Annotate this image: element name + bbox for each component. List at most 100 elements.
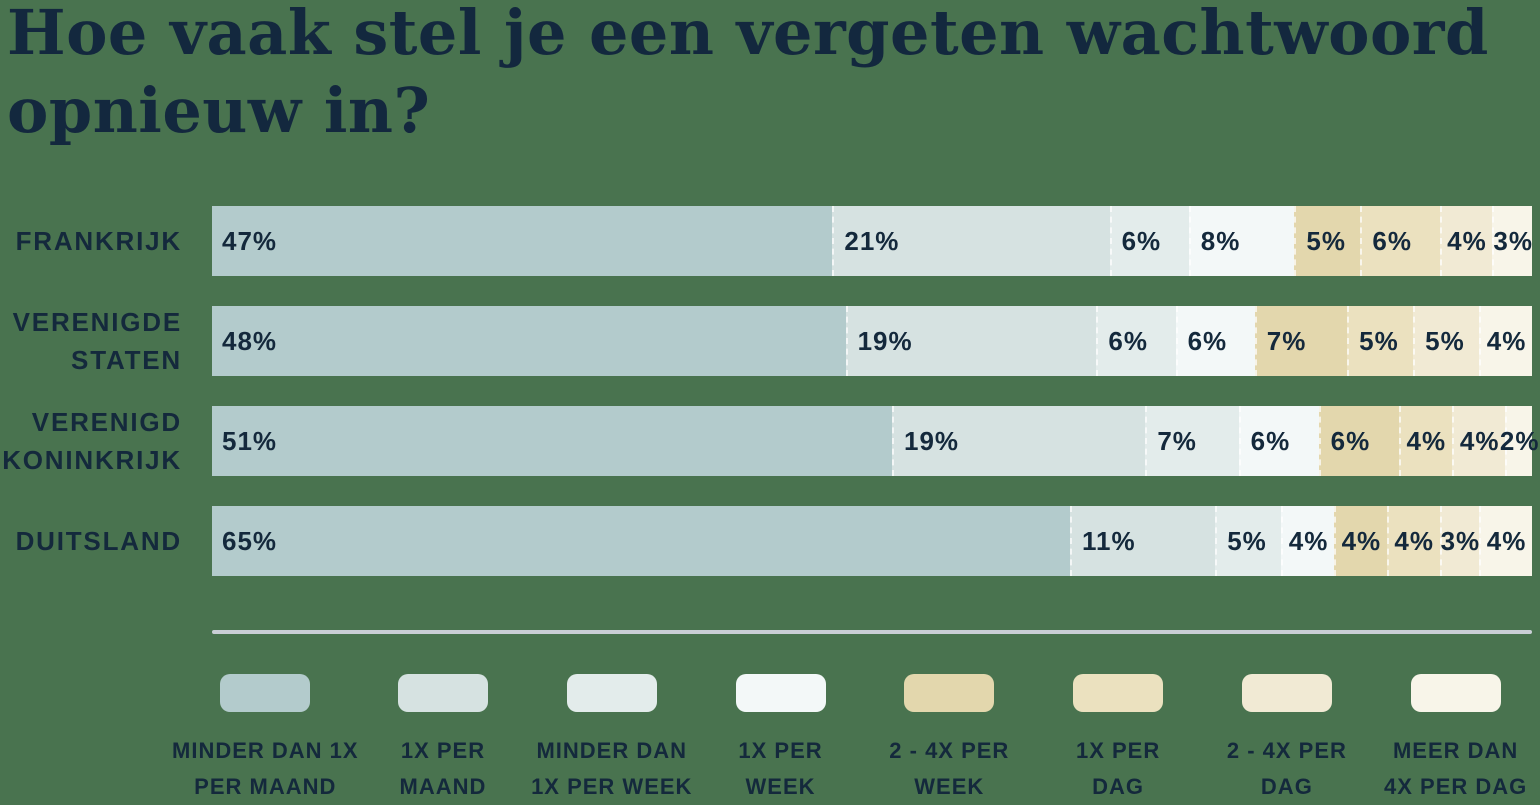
legend-swatch: [566, 674, 657, 712]
segment-value-label: 6%: [1121, 225, 1162, 256]
bar-segment-1x-per-maand: 19%: [845, 306, 1097, 376]
legend-item-minder-dan-1x-per-maand: MINDER DAN 1X PER MAAND: [172, 674, 359, 805]
legend-item-minder-dan-1x-per-week: MINDER DAN 1X PER WEEK: [527, 674, 696, 805]
bar-segment-meer-dan-4x-per-dag: 4%: [1479, 506, 1532, 576]
bar-segment-minder-dan-1x-per-week: 5%: [1215, 506, 1282, 576]
chart-row-verenigde-staten: VERENIGDE STATEN 48% 19% 6% 6% 7% 5% 5% 4%: [0, 306, 1540, 376]
stacked-bar-chart: FRANKRIJK 47% 21% 6% 8% 5% 6% 4% 3% VERENIGDE STAT…: [0, 206, 1540, 606]
legend-label: 1X PER MAAND: [399, 738, 487, 799]
bar-segment-1x-per-dag: 4%: [1386, 506, 1440, 576]
bar-segment-minder-dan-1x-per-maand: 65%: [212, 506, 1070, 576]
divider-line: [212, 630, 1532, 634]
page-title-line-2: opnieuw in?: [7, 74, 431, 147]
segment-value-label: 6%: [1187, 325, 1228, 356]
bar-segment-meer-dan-4x-per-dag: 2%: [1500, 406, 1538, 476]
legend: MINDER DAN 1X PER MAAND 1X PER MAAND MINDER …: [172, 674, 1540, 805]
bar-segment-2-4x-per-week: 5%: [1294, 206, 1361, 276]
chart-row-duitsland: DUITSLAND 65% 11% 5% 4% 4% 4% 3% 4%: [0, 506, 1540, 576]
bar-segment-minder-dan-1x-per-week: 6%: [1109, 206, 1189, 276]
row-label: FRANKRIJK: [15, 226, 182, 256]
legend-label: MINDER DAN 1X PER WEEK: [531, 738, 693, 799]
bar-segment-2-4x-per-week: 4%: [1333, 506, 1387, 576]
bar-segment-1x-per-week: 6%: [1238, 406, 1319, 476]
bar-segment-2-4x-per-dag: 4%: [1451, 406, 1506, 476]
legend-label: 1X PER DAG: [1075, 738, 1161, 799]
segment-value-label: 4%: [1486, 525, 1527, 556]
segment-value-label: 5%: [1425, 325, 1465, 356]
legend-label: 2 - 4X PER WEEK: [889, 738, 1010, 799]
segment-value-label: 47%: [222, 225, 278, 256]
legend-label: MINDER DAN 1X PER MAAND: [172, 738, 359, 799]
legend-item-1x-per-maand: 1X PER MAAND: [359, 674, 528, 805]
legend-label: 1X PER WEEK: [738, 738, 823, 799]
legend-item-2-4x-per-dag: 2 - 4X PER DAG: [1202, 674, 1371, 805]
legend-label: MEER DAN 4X PER DAG: [1384, 738, 1528, 799]
segment-value-label: 51%: [222, 425, 278, 456]
bar-segment-1x-per-week: 4%: [1281, 506, 1334, 576]
bar-segment-1x-per-dag: 5%: [1347, 306, 1414, 376]
segment-value-label: 4%: [1341, 525, 1382, 556]
segment-value-label: 11%: [1082, 525, 1136, 556]
legend-item-2-4x-per-week: 2 - 4X PER WEEK: [865, 674, 1034, 805]
bar-segment-2-4x-per-dag: 4%: [1439, 206, 1493, 276]
segment-value-label: 8%: [1200, 225, 1241, 256]
legend-item-1x-per-dag: 1X PER DAG: [1034, 674, 1203, 805]
row-label: DUITSLAND: [15, 526, 182, 556]
legend-item-meer-dan-4x-per-dag: MEER DAN 4X PER DAG: [1371, 674, 1540, 805]
chart-row-frankrijk: FRANKRIJK 47% 21% 6% 8% 5% 6% 4% 3%: [0, 206, 1540, 276]
row-label: VERENIGDE STATEN: [12, 307, 182, 375]
bar-segment-minder-dan-1x-per-maand: 47%: [212, 206, 833, 276]
legend-label: 2 - 4X PER DAG: [1226, 738, 1347, 799]
bar-segment-1x-per-week: 8%: [1188, 206, 1295, 276]
segment-value-label: 4%: [1406, 425, 1447, 456]
segment-value-label: 21%: [844, 225, 900, 256]
segment-value-label: 65%: [222, 525, 278, 556]
bar-segment-1x-per-week: 6%: [1175, 306, 1255, 376]
bar-segment-minder-dan-1x-per-maand: 51%: [212, 406, 892, 476]
segment-value-label: 5%: [1227, 525, 1267, 556]
segment-value-label: 6%: [1330, 425, 1371, 456]
segment-value-label: 4%: [1486, 325, 1527, 356]
segment-value-label: 3%: [1440, 525, 1481, 556]
bar-segment-meer-dan-4x-per-dag: 3%: [1492, 206, 1532, 276]
segment-value-label: 4%: [1459, 425, 1500, 456]
legend-swatch: [1241, 674, 1332, 712]
legend-swatch: [904, 674, 995, 712]
segment-value-label: 4%: [1288, 525, 1329, 556]
bar-verenigd-koninkrijk: 51% 19% 7% 6% 6% 4% 4% 2%: [212, 406, 1538, 476]
bar-segment-1x-per-dag: 6%: [1360, 206, 1440, 276]
bar-segment-meer-dan-4x-per-dag: 4%: [1479, 306, 1532, 376]
chart-row-verenigd-koninkrijk: VERENIGD KONINKRIJK 51% 19% 7% 6% 6% 4% 4% 2%: [0, 406, 1540, 476]
bar-segment-minder-dan-1x-per-maand: 48%: [212, 306, 846, 376]
segment-value-label: 4%: [1394, 525, 1434, 556]
segment-value-label: 6%: [1372, 225, 1412, 256]
segment-value-label: 5%: [1359, 325, 1399, 356]
segment-value-label: 6%: [1108, 325, 1148, 356]
legend-item-1x-per-week: 1X PER WEEK: [696, 674, 865, 805]
bar-segment-2-4x-per-dag: 3%: [1439, 506, 1481, 576]
segment-value-label: 19%: [904, 425, 960, 456]
bar-verenigde-staten: 48% 19% 6% 6% 7% 5% 5% 4%: [212, 306, 1532, 376]
bar-duitsland: 65% 11% 5% 4% 4% 4% 3% 4%: [212, 506, 1532, 576]
segment-value-label: 2%: [1499, 425, 1540, 456]
segment-value-label: 7%: [1157, 425, 1197, 456]
legend-swatch: [1410, 674, 1501, 712]
legend-swatch: [1073, 674, 1164, 712]
segment-value-label: 6%: [1250, 425, 1291, 456]
legend-swatch: [397, 674, 488, 712]
bar-segment-minder-dan-1x-per-week: 7%: [1145, 406, 1239, 476]
segment-value-label: 4%: [1447, 225, 1487, 256]
bar-segment-2-4x-per-week: 7%: [1254, 306, 1348, 376]
page-title-line-1: Hoe vaak stel je een vergeten wachtwoord: [7, 0, 1489, 69]
bar-segment-1x-per-maand: 11%: [1070, 506, 1216, 576]
segment-value-label: 3%: [1493, 225, 1533, 256]
bar-segment-2-4x-per-dag: 5%: [1413, 306, 1480, 376]
segment-value-label: 48%: [222, 325, 278, 356]
segment-value-label: 5%: [1306, 225, 1346, 256]
bar-segment-1x-per-maand: 21%: [832, 206, 1110, 276]
bar-segment-1x-per-maand: 19%: [892, 406, 1146, 476]
segment-value-label: 19%: [857, 325, 913, 356]
segment-value-label: 7%: [1266, 325, 1307, 356]
row-label: VERENIGD KONINKRIJK: [2, 407, 182, 475]
bar-frankrijk: 47% 21% 6% 8% 5% 6% 4% 3%: [212, 206, 1532, 276]
